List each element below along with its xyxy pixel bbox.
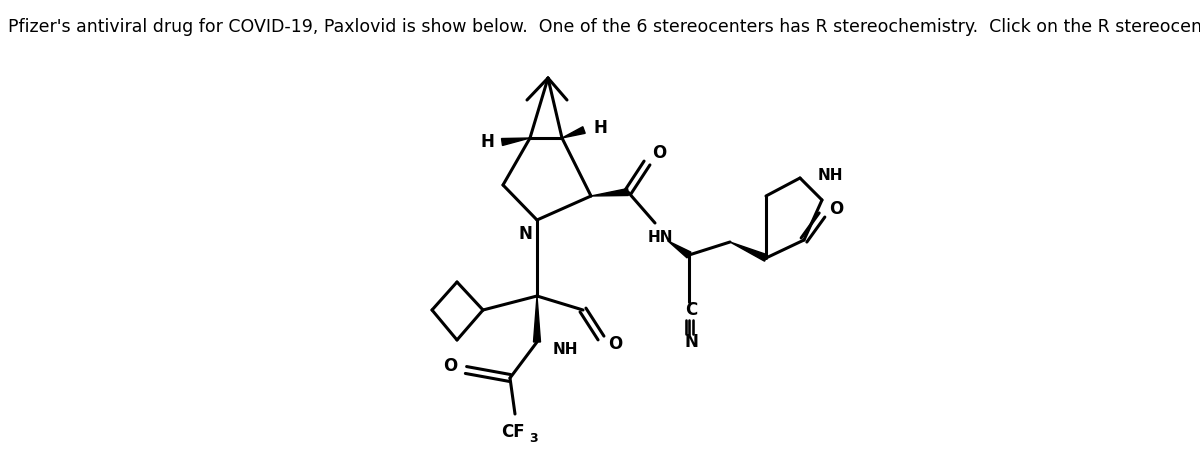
Text: NH: NH <box>817 169 842 184</box>
Text: N: N <box>684 333 698 351</box>
Text: H: H <box>480 133 494 151</box>
Polygon shape <box>562 127 586 138</box>
Text: NH: NH <box>552 343 577 358</box>
Text: N: N <box>518 225 532 243</box>
Polygon shape <box>502 138 530 146</box>
Polygon shape <box>730 242 768 261</box>
Text: Pfizer's antiviral drug for COVID-19, Paxlovid is show below.  One of the 6 ster: Pfizer's antiviral drug for COVID-19, Pa… <box>8 18 1200 36</box>
Text: O: O <box>652 144 666 162</box>
Polygon shape <box>668 241 691 258</box>
Text: 3: 3 <box>529 431 538 445</box>
Text: HN: HN <box>647 230 673 245</box>
Text: H: H <box>593 119 607 137</box>
Text: O: O <box>829 200 844 218</box>
Text: C: C <box>685 301 697 319</box>
Polygon shape <box>534 296 540 342</box>
Polygon shape <box>592 189 629 196</box>
Text: O: O <box>443 357 457 375</box>
Text: O: O <box>608 335 622 353</box>
Text: CF: CF <box>502 423 524 441</box>
